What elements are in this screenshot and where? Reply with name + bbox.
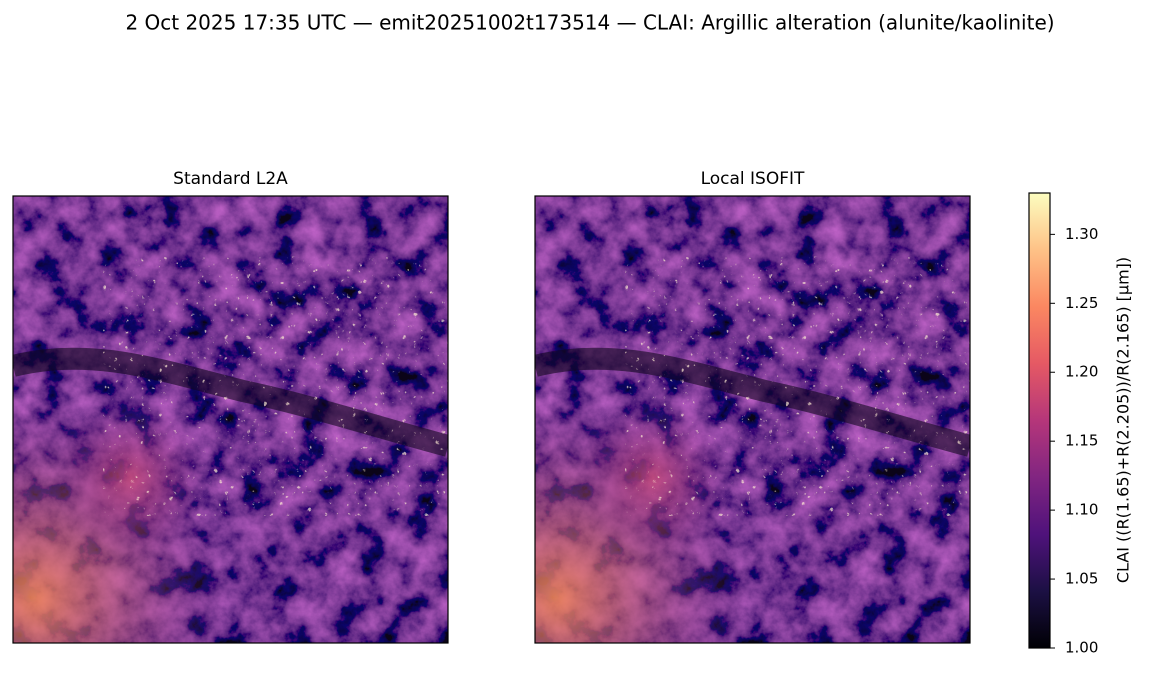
image [535, 196, 970, 643]
colorbar-label: CLAI ((R(1.65)+R(2.205))/R(2.165) [µm]) [1114, 257, 1133, 583]
tick-label: 1.25 [1065, 294, 1098, 312]
image-frame [534, 195, 971, 644]
tick-label: 1.10 [1065, 501, 1098, 519]
tick-label: 1.30 [1065, 225, 1098, 243]
tick-label: 1.15 [1065, 432, 1098, 450]
colorbar-gradient [1028, 192, 1051, 649]
figure-title: 2 Oct 2025 17:35 UTC — emit20251002t1735… [125, 11, 1054, 35]
panel-title: Standard L2A [173, 169, 288, 189]
colorbar: 1.00 1.05 1.10 1.15 1.20 1.25 1.30 CLAI ((R(1.6… [1028, 192, 1133, 657]
panels: Standard L2A Local ISOFIT [12, 169, 971, 644]
tick-label: 1.00 [1065, 639, 1098, 657]
image-frame [12, 195, 449, 644]
image [13, 196, 448, 643]
tick-label: 1.20 [1065, 363, 1098, 381]
tick-label: 1.05 [1065, 570, 1098, 588]
panel-title: Local ISOFIT [701, 169, 805, 189]
